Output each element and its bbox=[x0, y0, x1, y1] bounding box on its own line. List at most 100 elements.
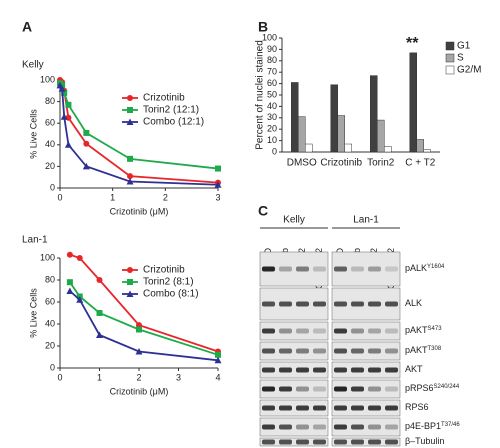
band bbox=[279, 266, 292, 272]
marker bbox=[214, 181, 222, 188]
band bbox=[334, 386, 347, 392]
band bbox=[351, 301, 364, 307]
bar bbox=[370, 75, 378, 153]
x-tick-label: DMSO bbox=[287, 158, 317, 169]
y-tick-label: 20 bbox=[267, 124, 277, 134]
row-label-sup: T308 bbox=[428, 346, 442, 352]
cell-line-label: Kelly bbox=[283, 215, 305, 226]
band bbox=[279, 348, 292, 354]
band bbox=[368, 328, 381, 334]
band bbox=[279, 367, 292, 373]
band bbox=[334, 367, 347, 373]
chart-title: Lan-1 bbox=[22, 235, 48, 246]
x-tick-label: 1 bbox=[110, 192, 115, 202]
blot-panel bbox=[331, 437, 401, 447]
y-tick-label: 90 bbox=[267, 44, 277, 54]
band bbox=[296, 301, 309, 307]
marker bbox=[96, 331, 103, 338]
row-label-text: p4E-BP1 bbox=[405, 421, 441, 431]
legend-label: Torin2 (12:1) bbox=[143, 105, 199, 116]
blot-panel bbox=[259, 437, 329, 447]
band bbox=[385, 424, 398, 430]
x-tick-label: 4 bbox=[215, 372, 220, 382]
row-label-text: ALK bbox=[405, 298, 422, 308]
legend-label: S bbox=[457, 53, 464, 64]
bar bbox=[423, 149, 431, 153]
bar bbox=[330, 84, 338, 153]
row-label: pRPS6S240/244 bbox=[405, 383, 460, 393]
band bbox=[313, 367, 326, 373]
marker bbox=[64, 141, 72, 148]
band bbox=[385, 386, 398, 392]
y-tick-label: 80 bbox=[45, 274, 55, 284]
band bbox=[368, 405, 381, 411]
blot-panel bbox=[331, 361, 401, 379]
band bbox=[279, 386, 292, 392]
row-label: pAKTT308 bbox=[405, 345, 442, 355]
blot-panel bbox=[331, 399, 401, 417]
legend-label: Combo (12:1) bbox=[143, 117, 204, 128]
band bbox=[279, 328, 292, 334]
marker bbox=[66, 251, 73, 258]
band bbox=[262, 367, 275, 373]
band bbox=[351, 424, 364, 430]
marker bbox=[66, 287, 74, 294]
marker bbox=[83, 129, 90, 136]
y-tick-label: 60 bbox=[45, 296, 55, 306]
band bbox=[313, 348, 326, 354]
row-label-sup: Y1604 bbox=[427, 264, 445, 270]
row-label: β–Tubulin bbox=[405, 436, 444, 446]
band bbox=[334, 424, 347, 430]
y-axis-label: % Live Cells bbox=[28, 288, 38, 338]
row-label-text: pRPS6 bbox=[405, 383, 434, 393]
band bbox=[351, 266, 364, 272]
legend-swatch bbox=[445, 53, 455, 63]
band bbox=[262, 405, 275, 411]
blot-panel bbox=[331, 341, 401, 361]
y-tick-label: 80 bbox=[267, 55, 277, 65]
y-tick-label: 10 bbox=[267, 135, 277, 145]
band bbox=[385, 367, 398, 373]
band bbox=[385, 266, 398, 272]
y-tick-label: 0 bbox=[272, 146, 277, 156]
band bbox=[368, 301, 381, 307]
band bbox=[313, 439, 326, 445]
band bbox=[296, 328, 309, 334]
band bbox=[368, 367, 381, 373]
blot-panel bbox=[331, 417, 401, 437]
marker bbox=[126, 178, 134, 185]
bar bbox=[416, 139, 424, 153]
y-tick-label: 100 bbox=[262, 32, 277, 42]
legend-marker bbox=[127, 279, 133, 285]
legend-marker bbox=[127, 267, 133, 273]
x-tick-label: 3 bbox=[215, 192, 220, 202]
marker bbox=[60, 113, 68, 120]
x-tick-label: C + T2 bbox=[405, 158, 436, 169]
row-label-sup: S240/244 bbox=[434, 384, 460, 390]
row-label-text: pAKT bbox=[405, 325, 428, 335]
y-tick-label: 20 bbox=[45, 340, 55, 350]
x-tick-label: 0 bbox=[57, 192, 62, 202]
band bbox=[296, 424, 309, 430]
marker bbox=[66, 279, 73, 286]
x-tick-label: Torin2 bbox=[367, 158, 395, 169]
bar bbox=[384, 146, 392, 153]
band bbox=[279, 405, 292, 411]
x-tick-label: 3 bbox=[176, 372, 181, 382]
band bbox=[296, 405, 309, 411]
row-label-sup: T37/46 bbox=[441, 422, 460, 428]
band bbox=[296, 439, 309, 445]
legend-label: Combo (8:1) bbox=[143, 289, 199, 300]
legend-marker bbox=[127, 95, 133, 101]
y-tick-label: 70 bbox=[267, 67, 277, 77]
y-tick-label: 100 bbox=[40, 74, 55, 84]
band bbox=[313, 266, 326, 272]
x-tick-label: Crizotinib bbox=[320, 158, 362, 169]
y-tick-label: 40 bbox=[267, 101, 277, 111]
legend-label: G2/M bbox=[457, 65, 481, 76]
marker bbox=[58, 85, 66, 92]
band bbox=[262, 439, 275, 445]
y-tick-label: 20 bbox=[45, 161, 55, 171]
blot-panel bbox=[331, 321, 401, 341]
